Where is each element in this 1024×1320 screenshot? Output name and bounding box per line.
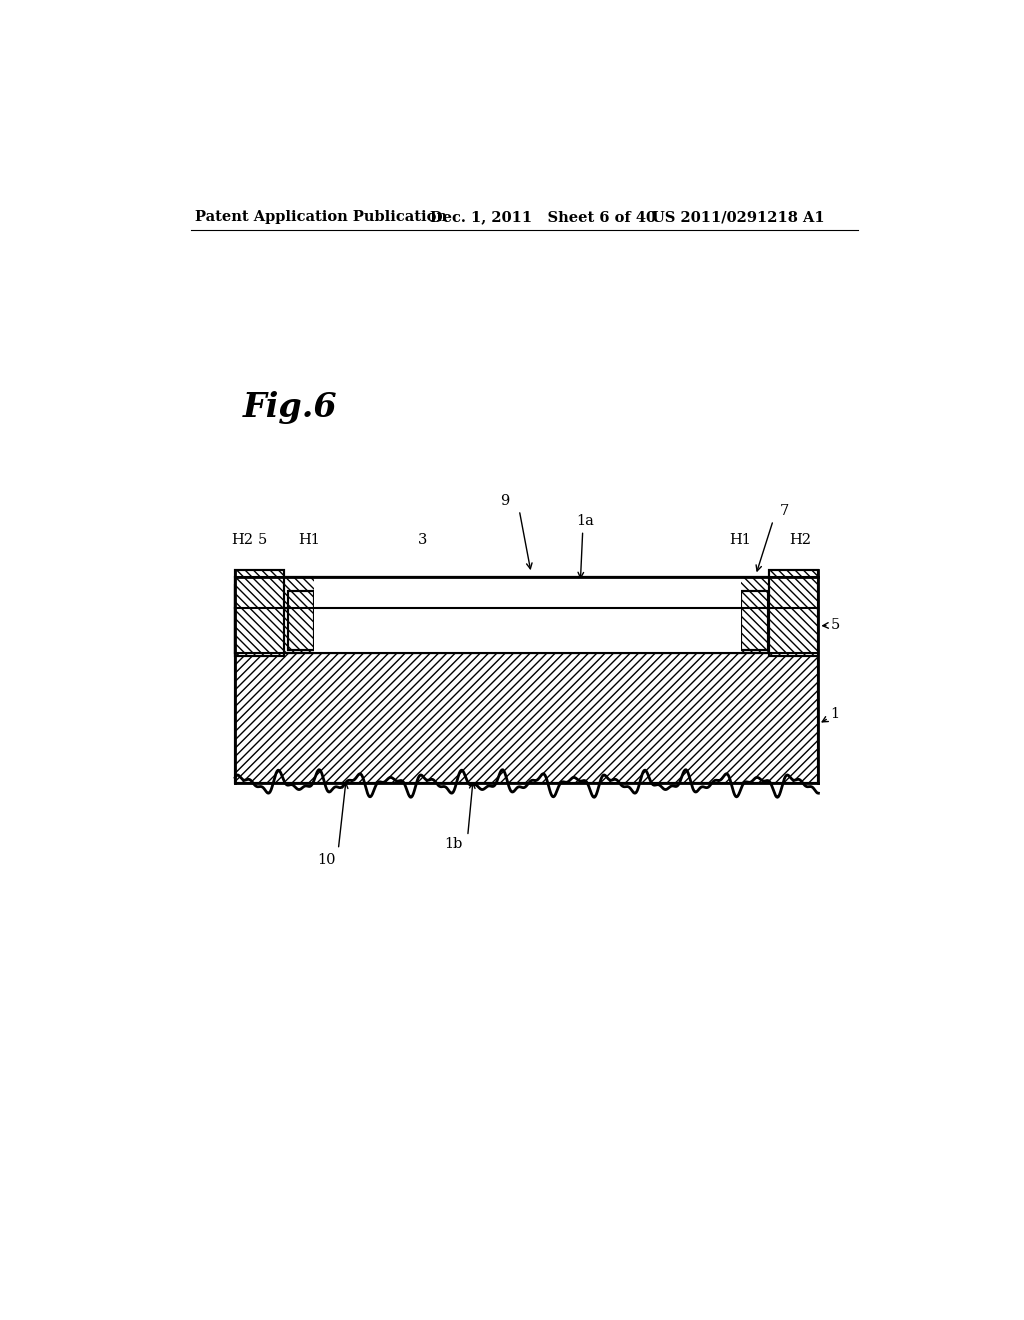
Bar (314, 607, 741, 653)
Bar (741, 591, 768, 651)
Bar (314, 577, 741, 607)
Text: 1a: 1a (577, 515, 594, 528)
Text: Fig.6: Fig.6 (243, 391, 338, 424)
Bar (236, 570, 285, 656)
Text: 10: 10 (317, 853, 336, 867)
Bar (289, 591, 314, 651)
Text: Dec. 1, 2011   Sheet 6 of 40: Dec. 1, 2011 Sheet 6 of 40 (430, 210, 655, 224)
Text: 1: 1 (830, 708, 840, 721)
Text: US 2011/0291218 A1: US 2011/0291218 A1 (652, 210, 824, 224)
Bar (236, 585, 818, 784)
Text: H2: H2 (790, 533, 811, 546)
Bar (741, 591, 768, 651)
Text: 7: 7 (779, 504, 788, 519)
Text: H2: H2 (231, 533, 253, 546)
Bar (769, 570, 818, 656)
Text: 5: 5 (257, 533, 266, 546)
Bar (769, 570, 818, 656)
Text: 1b: 1b (444, 837, 463, 851)
Bar (289, 591, 314, 651)
Text: H1: H1 (729, 533, 752, 546)
Text: 9: 9 (501, 494, 510, 508)
Text: 5: 5 (830, 619, 840, 632)
Bar (236, 607, 818, 653)
Bar (236, 585, 818, 784)
Bar (236, 577, 818, 607)
Bar (236, 570, 285, 656)
Text: 3: 3 (418, 533, 427, 546)
Text: Patent Application Publication: Patent Application Publication (196, 210, 447, 224)
Text: H1: H1 (299, 533, 321, 546)
Bar (236, 577, 818, 607)
Bar (236, 607, 818, 653)
